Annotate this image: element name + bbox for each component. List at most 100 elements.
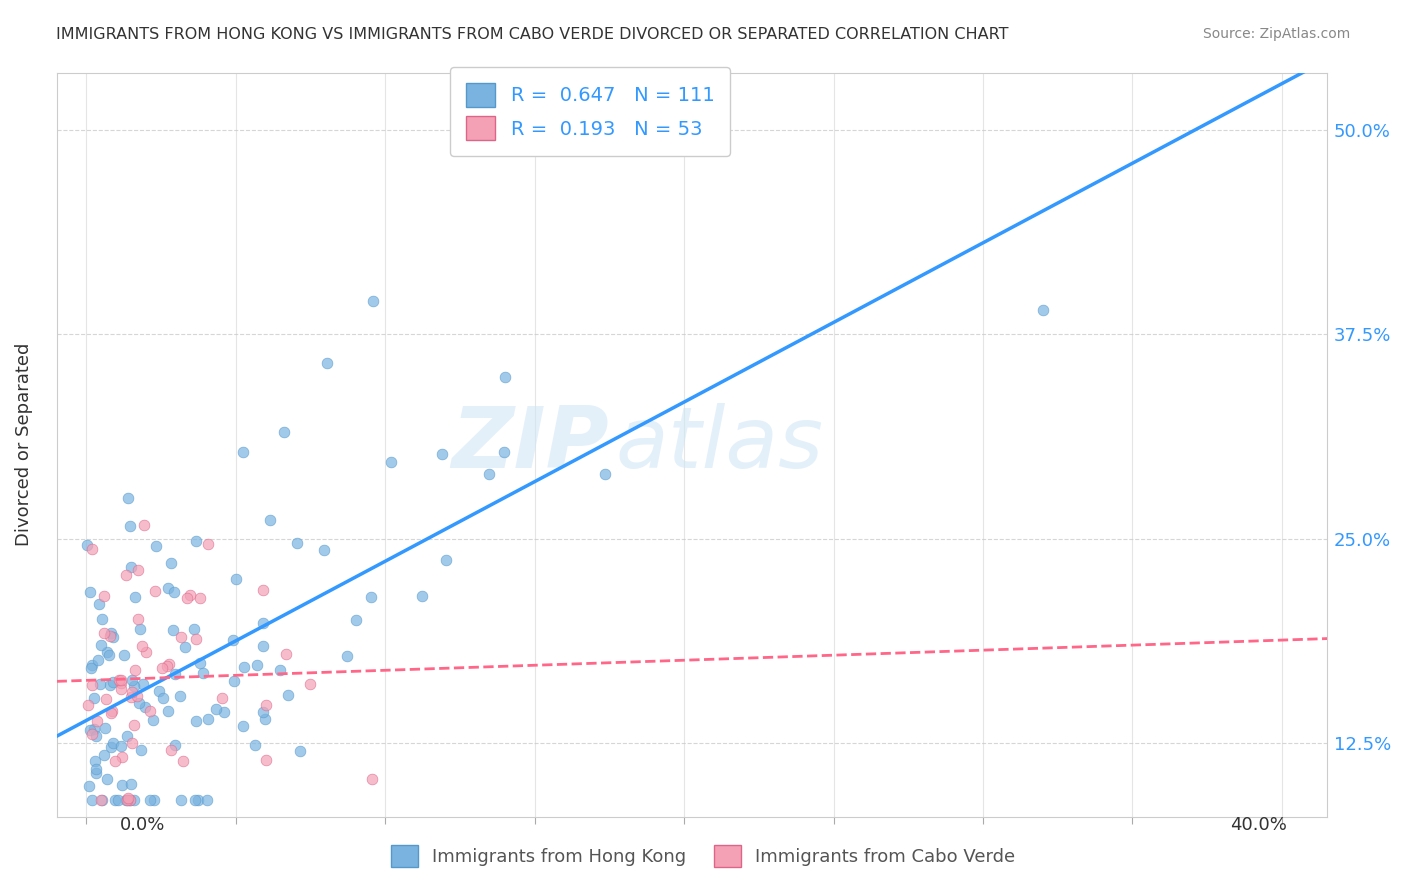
- Point: [360, 591, 382, 605]
- Point: [273, 425, 295, 439]
- Point: [179, 589, 201, 603]
- Point: [134, 518, 156, 533]
- Text: Source: ZipAtlas.com: Source: ZipAtlas.com: [1202, 27, 1350, 41]
- Point: [193, 665, 215, 680]
- Point: [188, 591, 211, 606]
- Point: [170, 630, 193, 644]
- Point: [252, 705, 274, 719]
- Point: [288, 744, 311, 758]
- Point: [122, 718, 145, 732]
- Point: [111, 749, 134, 764]
- Point: [100, 626, 122, 640]
- Point: [101, 736, 124, 750]
- Point: [156, 705, 179, 719]
- Point: [100, 706, 122, 721]
- Point: [101, 630, 124, 644]
- Point: [222, 633, 245, 648]
- Point: [157, 657, 180, 672]
- Point: [232, 445, 254, 459]
- Point: [118, 793, 141, 807]
- Point: [117, 793, 139, 807]
- Point: [478, 467, 501, 481]
- Point: [121, 673, 143, 687]
- Point: [232, 660, 254, 674]
- Point: [143, 793, 166, 807]
- Point: [593, 467, 616, 481]
- Point: [84, 766, 107, 780]
- Point: [120, 777, 142, 791]
- Point: [128, 622, 150, 636]
- Point: [184, 632, 207, 646]
- Point: [79, 660, 101, 674]
- Point: [299, 677, 322, 691]
- Point: [252, 583, 274, 598]
- Point: [411, 589, 433, 603]
- Point: [131, 639, 153, 653]
- Point: [89, 677, 111, 691]
- Point: [142, 713, 165, 727]
- Point: [77, 698, 100, 713]
- Point: [101, 675, 124, 690]
- Point: [1032, 302, 1054, 317]
- Point: [77, 779, 100, 793]
- Point: [336, 648, 359, 663]
- Point: [155, 659, 177, 673]
- Y-axis label: Divorced or Separated: Divorced or Separated: [15, 343, 32, 546]
- Point: [205, 702, 228, 716]
- Point: [143, 584, 166, 599]
- Text: atlas: atlas: [616, 403, 824, 486]
- Point: [93, 748, 115, 763]
- Point: [117, 729, 139, 743]
- Point: [96, 645, 118, 659]
- Point: [80, 793, 103, 807]
- Point: [183, 623, 205, 637]
- Point: [84, 729, 107, 743]
- Point: [82, 678, 104, 692]
- Point: [160, 743, 183, 757]
- Point: [120, 560, 142, 574]
- Point: [145, 539, 167, 553]
- Point: [110, 675, 132, 690]
- Point: [124, 663, 146, 677]
- Point: [163, 585, 186, 599]
- Point: [90, 793, 112, 807]
- Point: [117, 491, 139, 506]
- Point: [86, 653, 108, 667]
- Point: [259, 513, 281, 527]
- Point: [157, 581, 180, 595]
- Point: [430, 447, 453, 461]
- Point: [79, 723, 101, 738]
- Point: [211, 691, 233, 706]
- Point: [112, 648, 135, 662]
- Point: [197, 536, 219, 550]
- Point: [269, 663, 291, 677]
- Point: [108, 673, 131, 687]
- Point: [152, 690, 174, 705]
- Point: [134, 699, 156, 714]
- Text: ZIP: ZIP: [451, 403, 609, 486]
- Point: [93, 626, 115, 640]
- Point: [129, 743, 152, 757]
- Point: [115, 793, 138, 807]
- Point: [90, 638, 112, 652]
- Point: [84, 762, 107, 776]
- Point: [254, 753, 277, 767]
- Point: [115, 567, 138, 582]
- Point: [83, 754, 105, 768]
- Point: [131, 676, 153, 690]
- Point: [243, 738, 266, 752]
- Point: [98, 629, 121, 643]
- Point: [344, 613, 367, 627]
- Point: [111, 778, 134, 792]
- Point: [104, 793, 127, 807]
- Text: 40.0%: 40.0%: [1230, 816, 1286, 834]
- Point: [314, 542, 336, 557]
- Point: [90, 793, 112, 807]
- Point: [135, 645, 157, 659]
- Point: [287, 535, 309, 549]
- Point: [87, 597, 110, 611]
- Point: [124, 591, 146, 605]
- Point: [254, 698, 277, 712]
- Point: [253, 712, 276, 726]
- Point: [96, 772, 118, 786]
